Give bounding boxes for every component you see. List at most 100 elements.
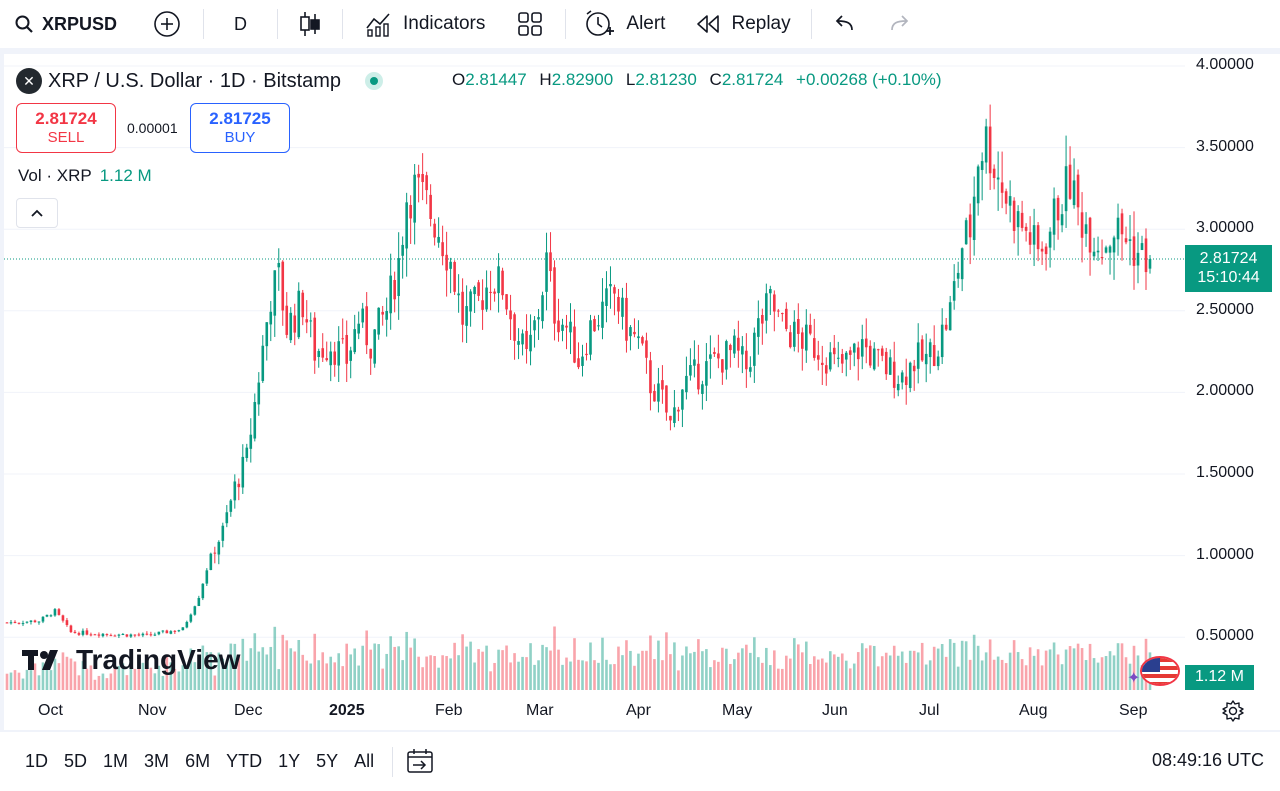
volume-bar: [996, 656, 1000, 690]
volume-bar: [777, 668, 780, 690]
symbol-legend[interactable]: ✕ XRP / U.S. Dollar · 1D · Bitstamp: [16, 68, 384, 94]
candle-body: [1096, 250, 1100, 253]
toolbar-divider: [565, 9, 567, 39]
candle-body: [385, 311, 388, 320]
volume-bar: [1012, 640, 1016, 690]
redo-button[interactable]: [874, 0, 926, 48]
volume-legend[interactable]: Vol · XRP 1.12 M: [18, 166, 152, 186]
volume-bar: [840, 653, 844, 690]
volume-bar: [233, 643, 237, 690]
candle-body: [1008, 196, 1012, 206]
sell-button[interactable]: 2.81724 SELL: [16, 103, 116, 153]
candle-body: [349, 350, 352, 361]
indicators-button[interactable]: Indicators: [343, 0, 499, 48]
candle-body: [729, 344, 732, 351]
candle-body: [481, 300, 484, 310]
range-button-5d[interactable]: 5D: [64, 751, 88, 771]
volume-bar: [517, 661, 520, 690]
candle-body: [1116, 217, 1120, 240]
tradingview-wordmark: TradingView: [76, 644, 241, 675]
go-to-date-icon[interactable]: [405, 748, 435, 776]
range-button-1y[interactable]: 1Y: [278, 751, 301, 771]
volume-bar: [609, 664, 612, 690]
candle-body: [864, 338, 868, 348]
range-button-5y[interactable]: 5Y: [316, 751, 339, 771]
candle-body: [541, 295, 544, 322]
gear-icon[interactable]: [1222, 700, 1244, 722]
candle-body: [361, 308, 364, 323]
volume-bars: [5, 626, 1152, 690]
volume-bar: [593, 660, 596, 690]
buy-button[interactable]: 2.81725 BUY: [190, 103, 290, 153]
candle-body: [1048, 231, 1052, 248]
symbol-search[interactable]: XRPUSD: [0, 0, 129, 48]
volume-bar: [585, 661, 588, 690]
volume-bar: [245, 660, 249, 690]
candle-body: [1128, 239, 1132, 241]
time-axis-label: Mar: [526, 702, 554, 719]
range-button-3m[interactable]: 3M: [144, 751, 170, 771]
volume-bar: [1116, 643, 1120, 690]
candle-body: [1136, 252, 1140, 266]
candle-body: [317, 351, 321, 357]
candle-body: [29, 620, 33, 622]
range-button-1d[interactable]: 1D: [25, 751, 49, 771]
collapse-legend-button[interactable]: [16, 198, 58, 228]
volume-bar: [852, 663, 856, 690]
volume-bar: [129, 659, 133, 690]
us-flag-icon[interactable]: [1140, 656, 1180, 686]
sell-label: SELL: [47, 129, 85, 146]
open-value: O2.81447: [452, 70, 527, 89]
candle-body: [449, 261, 452, 269]
candle-body: [441, 242, 444, 257]
candle-body: [609, 284, 612, 287]
candle-body: [205, 570, 209, 584]
volume-bar: [437, 667, 440, 690]
candle-body: [453, 261, 456, 292]
volume-bar: [121, 663, 125, 690]
open-key: O: [452, 70, 466, 89]
candle-body: [713, 352, 716, 354]
candle-body: [461, 291, 464, 325]
candle-body: [1016, 211, 1020, 228]
candle-body: [601, 301, 604, 328]
candle-body: [1100, 257, 1104, 259]
volume-bar: [988, 639, 992, 690]
chart-type-button[interactable]: [278, 0, 342, 48]
volume-bar: [677, 670, 680, 690]
replay-button[interactable]: Replay: [679, 0, 810, 48]
candle-body: [1112, 237, 1116, 253]
volume-bar: [381, 668, 384, 690]
volume-bar: [373, 643, 376, 690]
layouts-button[interactable]: [499, 0, 565, 48]
interval-button[interactable]: D: [204, 0, 277, 48]
utc-clock[interactable]: 08:49:16 UTC: [1151, 750, 1264, 770]
interval-label: D: [234, 13, 248, 34]
search-icon: [15, 15, 33, 33]
undo-button[interactable]: [812, 0, 874, 48]
volume-bar: [860, 643, 864, 690]
volume-bar: [149, 667, 153, 690]
range-button-1m[interactable]: 1M: [103, 751, 129, 771]
candle-body: [908, 362, 912, 389]
candle-body: [952, 281, 956, 301]
candle-body: [840, 354, 844, 364]
range-button-6m[interactable]: 6M: [185, 751, 211, 771]
alert-button[interactable]: Alert: [566, 0, 679, 48]
candle-body: [269, 311, 273, 325]
candles: [5, 104, 1152, 639]
volume-bar: [261, 647, 265, 690]
date-range-buttons: 1D 5D 1M 3M 6M YTD 1Y 5Y All: [0, 751, 382, 772]
volume-bar: [717, 661, 720, 690]
range-button-ytd[interactable]: YTD: [226, 751, 263, 771]
candle-body: [37, 621, 41, 623]
indicators-icon: [366, 13, 390, 37]
volume-bar: [665, 632, 668, 690]
candle-body: [757, 318, 760, 337]
volume-bar: [209, 652, 213, 690]
range-button-all[interactable]: All: [354, 751, 375, 771]
compare-symbol-button[interactable]: [129, 0, 203, 48]
volume-bar: [161, 675, 165, 690]
candle-body: [860, 339, 864, 357]
